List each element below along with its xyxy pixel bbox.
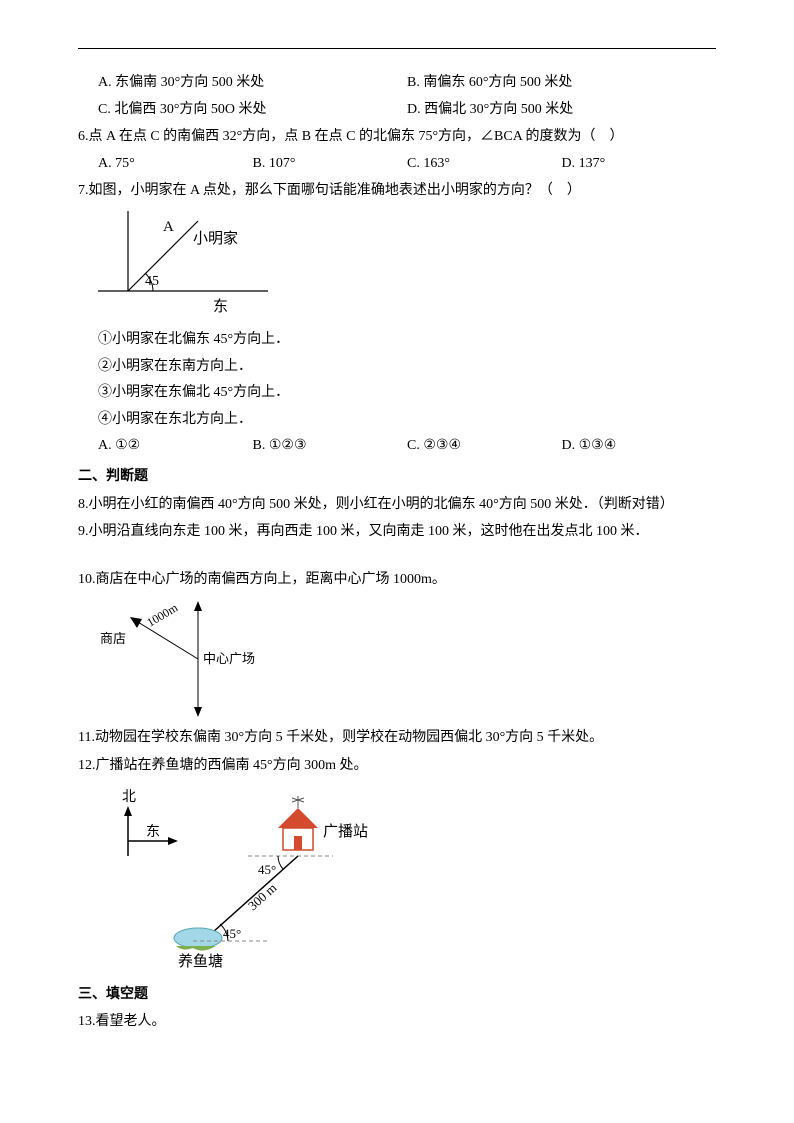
- pond-icon: [174, 928, 222, 951]
- q12-a2: 45°: [223, 926, 241, 941]
- q10-shop: 商店: [100, 631, 126, 646]
- q7-s1: ①小明家在北偏东 45°方向上．: [78, 327, 716, 354]
- q6-options: A. 75° B. 107° C. 163° D. 137°: [78, 151, 716, 178]
- q5-options: A. 东偏南 30°方向 500 米处 B. 南偏东 60°方向 500 米处 …: [78, 70, 716, 123]
- q12-pond: 养鱼塘: [178, 952, 223, 970]
- q7-s2: ②小明家在东南方向上．: [78, 354, 716, 381]
- q7-options: A. ①② B. ①②③ C. ②③④ D. ①③④: [78, 433, 716, 460]
- q7-labelA: A: [163, 219, 174, 235]
- q7-s3: ③小明家在东偏北 45°方向上．: [78, 380, 716, 407]
- q7-angle: 45: [145, 274, 159, 289]
- q12-north: 北: [122, 789, 136, 805]
- section-2-title: 二、判断题: [78, 464, 716, 491]
- q7-figure: A 小明家 45 东: [98, 211, 716, 321]
- q7-B: B. ①②③: [253, 433, 408, 460]
- q10-plaza: 中心广场: [203, 651, 255, 666]
- q9: 9.小明沿直线向东走 100 米，再向西走 100 米，又向南走 100 米，这…: [78, 519, 716, 546]
- q12-dist: 300 m: [245, 880, 279, 913]
- q7-C: C. ②③④: [407, 433, 562, 460]
- q5-optB: B. 南偏东 60°方向 500 米处: [407, 70, 716, 97]
- section-3-title: 三、填空题: [78, 982, 716, 1009]
- q6-A: A. 75°: [98, 151, 253, 178]
- q7-stem: 7.如图，小明家在 A 点处，那么下面哪句话能准确地表述出小明家的方向？（ ）: [78, 178, 716, 205]
- q12-figure: 北 东 广播站 45° 300 m 45° 养鱼塘: [98, 786, 716, 976]
- q10-figure: 1000m 商店 中心广场: [98, 599, 716, 719]
- q5-optC: C. 北偏西 30°方向 50O 米处: [98, 97, 407, 124]
- q7-east: 东: [213, 298, 228, 315]
- q13: 13.看望老人。: [78, 1009, 716, 1036]
- q6-C: C. 163°: [407, 151, 562, 178]
- q6-stem: 6.点 A 在点 C 的南偏西 32°方向，点 B 在点 C 的北偏东 75°方…: [78, 124, 716, 151]
- q7-s4: ④小明家在东北方向上．: [78, 407, 716, 434]
- house-icon: [278, 796, 318, 850]
- q7-labelHouse: 小明家: [193, 230, 238, 247]
- q6-D: D. 137°: [562, 151, 717, 178]
- q7-D: D. ①③④: [562, 433, 717, 460]
- q5-optA: A. 东偏南 30°方向 500 米处: [98, 70, 407, 97]
- q8: 8.小明在小红的南偏西 40°方向 500 米处，则小红在小明的北偏东 40°方…: [78, 492, 716, 519]
- q10-dist: 1000m: [144, 600, 180, 630]
- q10-stem: 10.商店在中心广场的南偏西方向上，距离中心广场 1000m。: [78, 567, 716, 594]
- q12-radio: 广播站: [323, 823, 368, 840]
- q12-stem: 12.广播站在养鱼塘的西偏南 45°方向 300m 处。: [78, 753, 716, 780]
- q12-east: 东: [146, 824, 160, 840]
- q11: 11.动物园在学校东偏南 30°方向 5 千米处，则学校在动物园西偏北 30°方…: [78, 725, 716, 752]
- q5-optD: D. 西偏北 30°方向 500 米处: [407, 97, 716, 124]
- q7-A: A. ①②: [98, 433, 253, 460]
- q6-B: B. 107°: [253, 151, 408, 178]
- q12-a1: 45°: [258, 862, 276, 877]
